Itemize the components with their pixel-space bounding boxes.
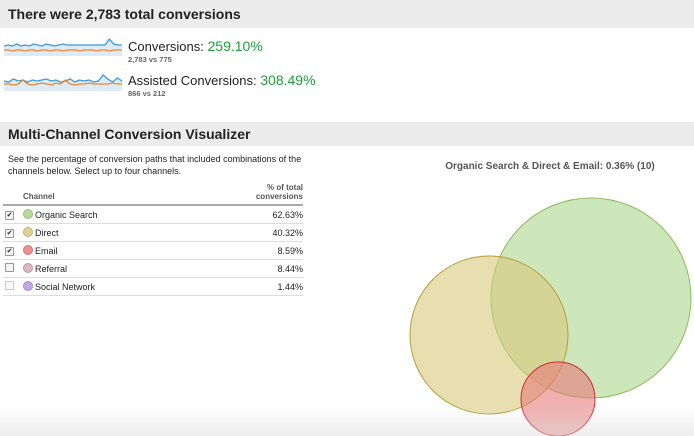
channel-color-icon [23,227,33,237]
channel-pct: 1.44% [233,277,303,296]
summary-title: There were 2,783 total conversions [8,6,241,22]
current-area [4,75,122,91]
conversions-sparkline [4,37,122,56]
channel-color-icon [23,263,33,273]
current-area [4,39,122,56]
venn-diagram [409,197,692,436]
pct-column-header: % of total conversions [233,181,303,206]
channel-row: Social Network 1.44% [3,277,303,296]
channel-checkbox[interactable]: ✔ [5,247,14,256]
conversions-metric: Conversions: 259.10% [128,38,263,54]
channel-row: Referral 8.44% [3,259,303,278]
visualizer-description: See the percentage of conversion paths t… [8,154,302,176]
channel-color-icon [23,245,33,255]
channel-name: Direct [35,228,59,238]
channel-pct: 8.44% [233,259,303,278]
metric-change: 308.49% [260,72,316,88]
channel-name: Social Network [35,282,96,292]
visualizer-title: Multi-Channel Conversion Visualizer [8,126,251,142]
channel-checkbox[interactable] [5,263,14,272]
metric-label: Assisted Conversions: [128,73,257,88]
channel-column-header: Channel [23,181,233,206]
channel-pct: 62.63% [233,205,303,224]
metric-change: 259.10% [207,38,263,54]
visualizer-header: Multi-Channel Conversion Visualizer [0,122,694,146]
assisted-conversions-metric: Assisted Conversions: 308.49% [128,72,316,88]
channel-row: ✔ Organic Search 62.63% [3,205,303,224]
metric-compare: 2,783 vs 775 [128,55,172,64]
channel-checkbox[interactable] [5,281,14,290]
channel-row: ✔ Direct 40.32% [3,223,303,242]
channel-checkbox[interactable]: ✔ [5,229,14,238]
current-line [4,37,122,47]
channel-table: Channel% of total conversions ✔ Organic S… [3,181,303,296]
metric-label: Conversions: [128,39,204,54]
channel-name: Organic Search [35,210,98,220]
previous-line [4,49,122,52]
summary-header: There were 2,783 total conversions [0,0,694,28]
channel-name: Email [35,246,58,256]
channel-pct: 8.59% [233,241,303,260]
channel-name: Referral [35,264,68,274]
channel-color-icon [23,209,33,219]
channel-checkbox[interactable]: ✔ [5,211,14,220]
channel-color-icon [23,281,33,291]
venn-label: Organic Search & Direct & Email: 0.36% (… [445,161,655,172]
channel-pct: 40.32% [233,223,303,242]
previous-line [4,79,122,86]
venn-circle-email [520,361,596,436]
metric-compare: 866 vs 212 [128,89,166,98]
assisted-conversions-sparkline [4,74,122,91]
channel-row: ✔ Email 8.59% [3,241,303,260]
